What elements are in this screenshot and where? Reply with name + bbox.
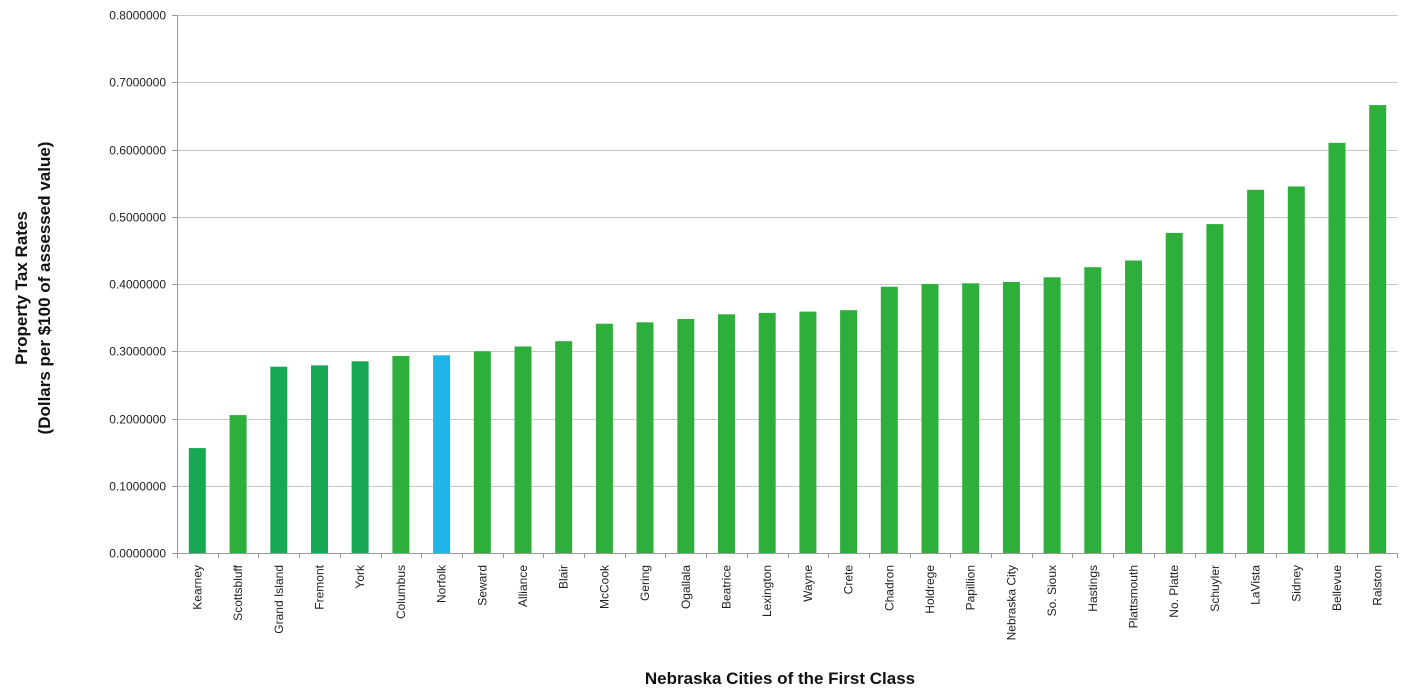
- bar-ogallala: [677, 319, 695, 553]
- bar-nebraska-city: [1002, 282, 1020, 553]
- bar-lavista: [1247, 189, 1265, 554]
- x-category-label: Columbus: [394, 565, 408, 619]
- x-category-label: York: [353, 564, 367, 589]
- x-category-label: Grand Island: [272, 565, 286, 634]
- bar-crete: [840, 310, 858, 553]
- bar-no-platte: [1165, 232, 1183, 553]
- x-category-label: Lexington: [760, 565, 774, 617]
- bar-plattsmouth: [1125, 260, 1142, 553]
- x-category-label: Scottsbluff: [231, 564, 245, 620]
- bar-blair: [555, 341, 573, 553]
- x-category-label: Norfolk: [435, 564, 449, 603]
- x-category-label: Nebraska City: [1004, 565, 1018, 640]
- bar-lexington: [758, 312, 776, 553]
- x-category-label: No. Platte: [1167, 565, 1181, 618]
- bar-papillion: [962, 283, 980, 553]
- bar-bellevue: [1328, 142, 1346, 554]
- y-tick-label: 0.6000000: [109, 144, 166, 158]
- x-category-labels: Kearney Scottsbluff Grand Island Fremont Yor…: [190, 564, 1384, 640]
- y-tick-label: 0.8000000: [109, 9, 166, 23]
- x-category-label: Chadron: [882, 565, 896, 611]
- bars: [188, 105, 1387, 554]
- bar-seward: [473, 351, 491, 554]
- bar-gering: [636, 322, 654, 553]
- x-category-label: Blair: [557, 565, 571, 589]
- x-category-label: So. Sioux: [1045, 565, 1059, 616]
- y-tick-label: 0.4000000: [109, 278, 166, 292]
- y-tick-label: 0.0000000: [109, 547, 166, 561]
- x-category-label: Papillion: [964, 565, 978, 610]
- bar-columbus: [392, 356, 410, 553]
- x-category-label: Ogallala: [679, 565, 693, 609]
- bar-schuyler: [1206, 224, 1224, 553]
- y-tick-labels: 0.0000000 0.1000000 0.2000000 0.3000000 0.40…: [109, 9, 177, 561]
- y-tick-label: 0.2000000: [109, 413, 166, 427]
- x-category-label: Gering: [638, 565, 652, 601]
- bar-fremont: [311, 365, 328, 553]
- bar-beatrice: [718, 314, 735, 553]
- gridlines: [177, 15, 1398, 487]
- x-category-label: Fremont: [313, 564, 327, 609]
- x-category-label: Ralston: [1371, 565, 1385, 606]
- bar-hastings: [1084, 267, 1102, 553]
- x-category-label: Plattsmouth: [1127, 565, 1141, 628]
- axes: [177, 15, 1398, 558]
- y-tick-label: 0.7000000: [109, 76, 166, 90]
- x-category-label: Crete: [842, 565, 856, 595]
- x-category-label: Kearney: [190, 565, 204, 610]
- x-category-label: Holdrege: [923, 565, 937, 614]
- y-axis-title-line2: (Dollars per $100 of assessed value): [35, 142, 54, 435]
- x-category-label: Beatrice: [720, 565, 734, 609]
- bar-wayne: [799, 311, 817, 553]
- x-axis-title: Nebraska Cities of the First Class: [645, 669, 915, 688]
- bar-mccook: [595, 323, 613, 553]
- x-category-label: Seward: [475, 565, 489, 606]
- bar-kearney: [188, 448, 206, 553]
- x-category-label: Wayne: [801, 565, 815, 602]
- bar-norfolk: [433, 355, 451, 553]
- bar-chadron: [880, 286, 898, 553]
- bar-grand-island: [270, 366, 288, 553]
- x-category-label: Sidney: [1289, 565, 1303, 602]
- bar-sidney: [1287, 186, 1305, 553]
- bar-holdrege: [921, 284, 939, 553]
- x-category-label: Schuyler: [1208, 565, 1222, 612]
- x-category-label: Hastings: [1086, 565, 1100, 612]
- x-category-label: McCook: [597, 564, 611, 609]
- bar-ralston: [1369, 105, 1387, 553]
- x-category-label: Bellevue: [1330, 565, 1344, 611]
- bar-scottsbluff: [229, 415, 247, 553]
- bar-york: [351, 361, 369, 553]
- x-category-label: Alliance: [516, 565, 530, 607]
- bar-alliance: [514, 346, 532, 553]
- y-axis-title-line1: Property Tax Rates: [12, 211, 31, 365]
- x-category-label: LaVista: [1249, 565, 1263, 605]
- y-tick-label: 0.5000000: [109, 211, 166, 225]
- y-tick-label: 0.1000000: [109, 480, 166, 494]
- bar-so-sioux: [1043, 277, 1061, 553]
- y-tick-label: 0.3000000: [109, 345, 166, 359]
